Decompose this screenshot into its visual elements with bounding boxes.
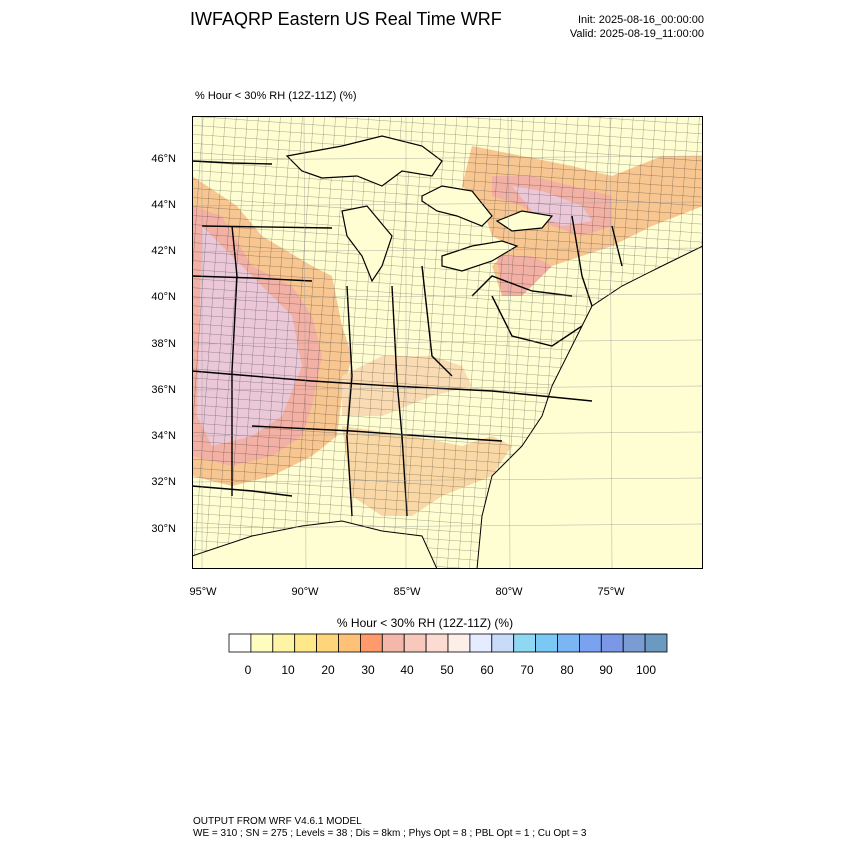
colorbar-swatch: [294, 633, 317, 653]
colorbar-swatch: [491, 633, 515, 653]
gulf-of-mexico: [192, 520, 438, 569]
lon-label: 90°W: [291, 586, 319, 598]
great-lakes: [285, 135, 554, 283]
lat-label: 36°N: [151, 384, 176, 396]
colorbar-swatch: [272, 633, 296, 653]
colorbar-tick-label: 30: [361, 663, 375, 677]
valid-time: Valid: 2025-08-19_11:00:00: [569, 28, 704, 40]
lon-label: 75°W: [597, 586, 625, 598]
lon-label: 80°W: [495, 586, 523, 598]
graticule: [192, 116, 703, 569]
run-time-info: Init: 2025-08-16_00:00:00 Valid: 2025-08…: [570, 13, 704, 41]
model-config: WE = 310 ; SN = 275 ; Levels = 38 ; Dis …: [193, 828, 587, 839]
colorbar-swatch: [535, 633, 558, 653]
colorbar-tick-label: 70: [520, 663, 534, 677]
lat-label: 38°N: [151, 338, 176, 350]
colorbar-tick-label: 80: [560, 663, 574, 677]
colorbar-swatch: [425, 633, 449, 653]
colorbar-tick-label: 10: [281, 663, 295, 677]
colorbar-tick-label: 20: [321, 663, 335, 677]
colorbar-tick-label: 100: [635, 663, 657, 677]
model-version: OUTPUT FROM WRF V4.6.1 MODEL: [193, 816, 362, 827]
colorbar-swatch: [513, 633, 537, 653]
colorbar-title: % Hour < 30% RH (12Z-11Z) (%): [336, 616, 514, 630]
lat-label: 32°N: [151, 476, 176, 488]
colorbar-swatch: [250, 633, 274, 653]
colorbar-swatch: [228, 633, 252, 653]
colorbar-tick-label: 60: [480, 663, 494, 677]
colorbar-swatch: [359, 633, 383, 653]
map-panel: [192, 116, 703, 569]
lat-label: 40°N: [151, 291, 176, 303]
lat-label: 34°N: [151, 430, 176, 442]
colorbar-swatch: [600, 633, 624, 653]
colorbar-swatch: [578, 633, 602, 653]
colorbar-swatch: [338, 633, 361, 653]
colorbar-tick-label: 90: [599, 663, 613, 677]
colorbar-swatch: [557, 633, 580, 653]
model-info: OUTPUT FROM WRF V4.6.1 MODEL WE = 310 ; …: [193, 816, 586, 840]
colorbar: [228, 633, 668, 653]
lon-label: 95°W: [189, 586, 217, 598]
colorbar-swatch: [644, 633, 668, 653]
colorbar-tick-label: 50: [440, 663, 454, 677]
colorbar-swatch: [622, 633, 646, 653]
colorbar-tick-label: 0: [244, 663, 252, 677]
map-title: IWFAQRP Eastern US Real Time WRF: [190, 9, 502, 29]
field-label: % Hour < 30% RH (12Z-11Z) (%): [195, 90, 357, 102]
colorbar-swatch: [381, 633, 405, 653]
lat-label: 44°N: [151, 199, 176, 211]
colorbar-tick-label: 40: [400, 663, 414, 677]
map-frame: [192, 116, 703, 569]
lat-label: 42°N: [151, 245, 176, 257]
lat-label: 46°N: [151, 153, 176, 165]
atlantic-ocean: [476, 245, 703, 569]
colorbar-swatch: [447, 633, 471, 653]
colorbar-swatch: [403, 633, 427, 653]
lon-label: 85°W: [393, 586, 421, 598]
init-time: Init: 2025-08-16_00:00:00: [578, 14, 704, 26]
colorbar-swatch: [316, 633, 339, 653]
colorbar-swatch: [469, 633, 493, 653]
lat-label: 30°N: [151, 523, 176, 535]
